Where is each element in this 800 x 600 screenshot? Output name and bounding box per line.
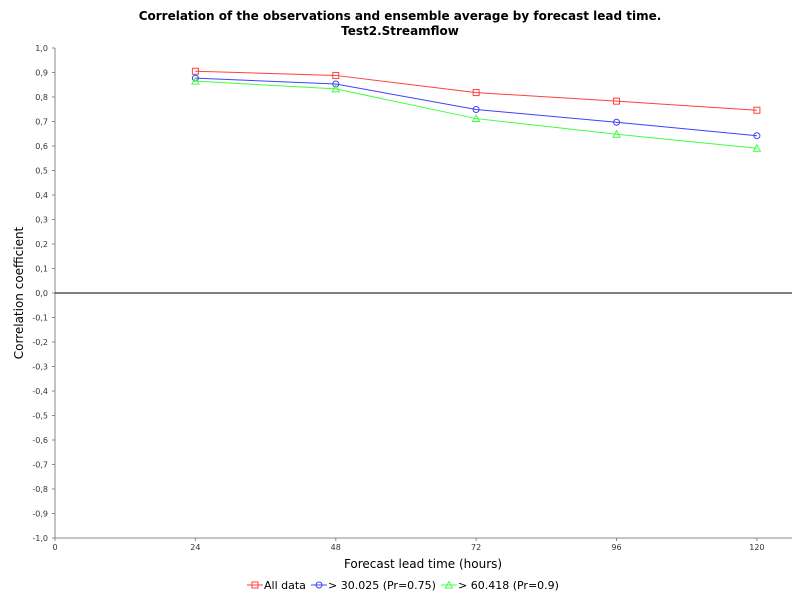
legend-marker — [315, 581, 323, 589]
legend-marker — [251, 581, 259, 589]
y-tick-label: 0,1 — [35, 265, 48, 274]
data-point — [191, 67, 199, 75]
series-2 — [191, 74, 761, 140]
legend-item: > 30.025 (Pr=0.75) — [311, 579, 436, 592]
chart-title-line: Correlation of the observations and ense… — [138, 9, 662, 23]
chart-title: Correlation of the observations and ense… — [0, 9, 800, 39]
y-tick-label: 0,3 — [35, 216, 48, 225]
legend-label: All data — [264, 579, 306, 592]
y-tick-label: -0,3 — [32, 363, 48, 372]
series-line — [195, 70, 757, 111]
legend-label: > 60.418 (Pr=0.9) — [458, 579, 559, 592]
series-line — [195, 80, 757, 149]
y-tick-label: 0,2 — [35, 240, 48, 249]
y-axis-label: Correlation coefficient — [12, 226, 26, 359]
series-1 — [191, 67, 761, 114]
x-tick-label: 96 — [611, 543, 621, 552]
y-tick-label: -0,2 — [32, 338, 48, 347]
chart-subtitle-line: Test2.Streamflow — [341, 24, 459, 38]
y-tick-label: 1,0 — [35, 44, 48, 53]
legend-marker — [444, 580, 454, 589]
series-3 — [191, 76, 762, 152]
y-tick-label: -0,1 — [32, 314, 48, 323]
x-tick-label: 0 — [52, 543, 57, 552]
y-tick-label: 0,5 — [35, 167, 48, 176]
data-point — [612, 129, 621, 138]
data-point — [331, 84, 341, 93]
y-tick-label: -0,6 — [32, 436, 48, 445]
x-tick-label: 48 — [331, 543, 341, 552]
x-tick-label: 24 — [190, 543, 200, 552]
y-tick-label: -0,4 — [32, 387, 48, 396]
y-tick-label: -0,5 — [32, 412, 48, 421]
y-tick-label: 0,0 — [35, 289, 48, 298]
data-point — [471, 114, 481, 123]
y-tick-label: 0,9 — [35, 69, 48, 78]
data-point — [613, 118, 621, 126]
y-tick-label: 0,7 — [35, 118, 48, 127]
y-tick-label: -0,9 — [32, 510, 48, 519]
y-tick-label: -0,7 — [32, 461, 48, 470]
data-point — [332, 71, 340, 79]
data-point — [191, 76, 200, 85]
data-point — [472, 105, 480, 113]
x-axis-label: Forecast lead time (hours) — [344, 557, 502, 571]
series-layer — [191, 67, 762, 152]
x-tick-label: 72 — [471, 543, 481, 552]
y-tick-label: 0,6 — [35, 142, 48, 151]
y-tick-label: 0,4 — [35, 191, 48, 200]
data-point — [752, 143, 762, 152]
legend: All data > 30.025 (Pr=0.75) > 60.418 (Pr=0… — [247, 579, 559, 592]
legend-item: > 60.418 (Pr=0.9) — [441, 579, 559, 592]
legend-label: > 30.025 (Pr=0.75) — [328, 579, 436, 592]
data-point — [613, 97, 621, 105]
data-point — [753, 132, 761, 140]
y-tick-label: 0,8 — [35, 93, 48, 102]
data-point — [472, 89, 480, 97]
data-point — [332, 80, 340, 88]
data-point — [753, 106, 761, 114]
x-tick-label: 120 — [749, 543, 764, 552]
series-line — [195, 77, 757, 137]
axes-layer: -1,0 -0,9 -0,8 -0,7 -0,6 -0,5 -0,4 -0,3 -0,2 -0,1… — [32, 44, 792, 552]
y-tick-label: -1,0 — [32, 534, 48, 543]
y-tick-label: -0,8 — [32, 485, 48, 494]
legend-item: All data — [247, 579, 306, 592]
